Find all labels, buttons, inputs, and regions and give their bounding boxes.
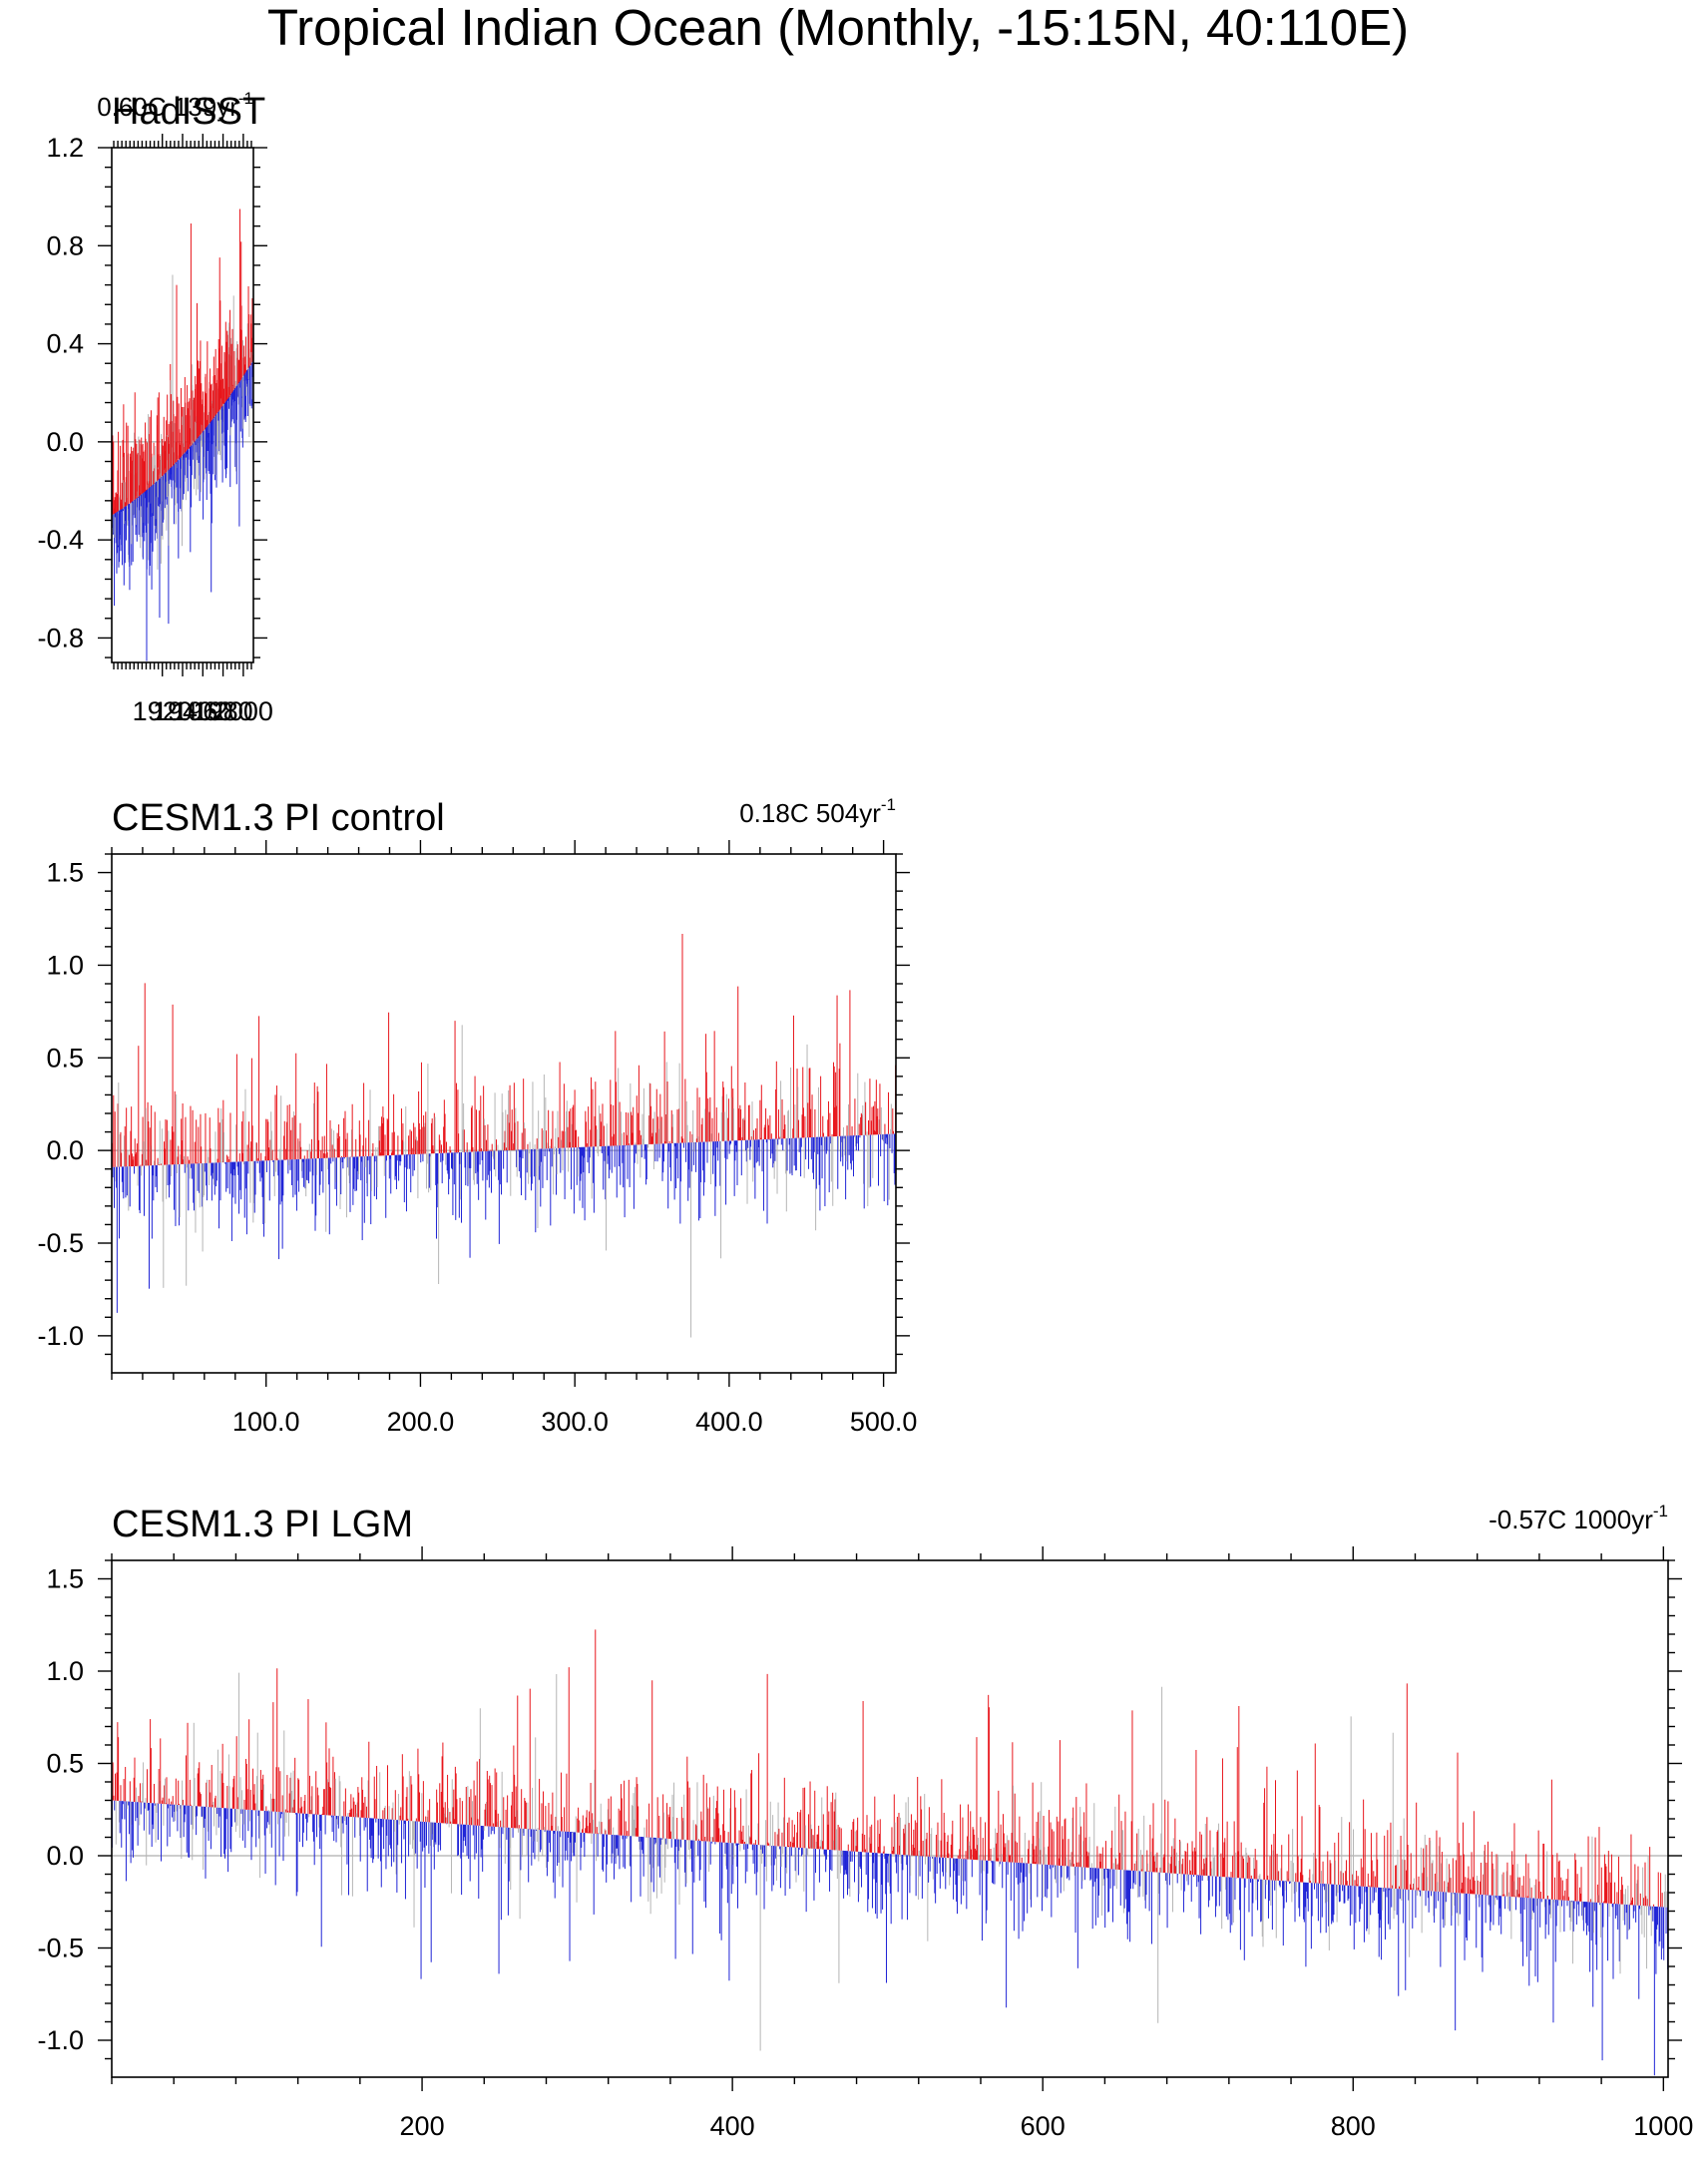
x-tick-label: 300.0 [541,1407,609,1437]
y-tick-label: -0.4 [37,525,84,555]
trend-value: -0.57C 1000yr [1489,1505,1653,1534]
x-tick-label: 400 [710,2111,755,2141]
x-tick-label: 1980 [194,696,253,726]
y-tick-label: -0.5 [37,1934,84,1963]
panel-title: HadISST [112,91,265,133]
trend-value: 0.18C 504yr [739,798,881,828]
x-tick-label: 1940 [153,696,213,726]
trend-label: 0.60C 139yr-1 [97,89,253,122]
y-tick-label: 1.2 [46,133,84,163]
trend-value: 0.60C 139yr [97,92,238,122]
anomaly-bars [111,933,897,1338]
trend-exponent: -1 [238,89,253,108]
trend-label: 0.18C 504yr-1 [739,795,896,828]
y-tick-label: 1.5 [46,858,84,888]
figure-title: Tropical Indian Ocean (Monthly, -15:15N,… [267,0,1409,56]
x-tick-label: 400.0 [695,1407,763,1437]
y-tick-label: 0.4 [46,329,84,359]
x-tick-label: 1000 [1633,2111,1693,2141]
anomaly-bars [111,209,254,661]
y-tick-label: 1.0 [46,950,84,980]
y-tick-label: 0.0 [46,427,84,457]
y-tick-label: 0.5 [46,1043,84,1073]
y-tick-label: -1.0 [37,2025,84,2055]
y-tick-label: 1.0 [46,1656,84,1686]
panel-title: CESM1.3 PI control [112,797,445,839]
y-tick-label: -1.0 [37,1321,84,1351]
panel-title: CESM1.3 PI LGM [112,1504,413,1545]
x-tick-label: 2000 [214,696,273,726]
x-tick-label: 200 [400,2111,445,2141]
x-tick-label: 600 [1021,2111,1066,2141]
x-tick-label: 1960 [173,696,232,726]
y-tick-label: 0.0 [46,1135,84,1165]
anomaly-bars [111,1629,1669,2076]
y-tick-label: -0.8 [37,623,84,652]
hadisst-panel: -0.8 -0.4 0.0 0.4 0.8 1.2 19201940196019802000… [37,89,272,726]
x-tick-label: 100.0 [232,1407,300,1437]
x-tick-label: 1920 [133,696,193,726]
trend-exponent: -1 [881,795,896,814]
pi-control-panel: -1.0 -0.5 0.0 0.5 1.0 1.5 100.0 200.0 300.0 400.0… [37,795,917,1437]
y-tick-label: 0.0 [46,1841,84,1871]
y-tick-label: -0.5 [37,1228,84,1258]
y-tick-label: 0.5 [46,1749,84,1779]
y-tick-label: 0.8 [46,230,84,260]
lgm-panel: -1.0 -0.5 0.0 0.5 1.0 1.5 200 400 600 800 1000 CESM… [37,1502,1693,2141]
trend-exponent: -1 [1653,1502,1668,1520]
y-tick-label: 1.5 [46,1564,84,1594]
trend-label: -0.57C 1000yr-1 [1489,1502,1668,1534]
panels-group: -0.8-0.40.00.40.81.219201940196019802000… [37,89,1693,2141]
x-tick-label: 500.0 [850,1407,918,1437]
x-tick-label: 200.0 [387,1407,455,1437]
x-tick-label: 800 [1331,2111,1376,2141]
